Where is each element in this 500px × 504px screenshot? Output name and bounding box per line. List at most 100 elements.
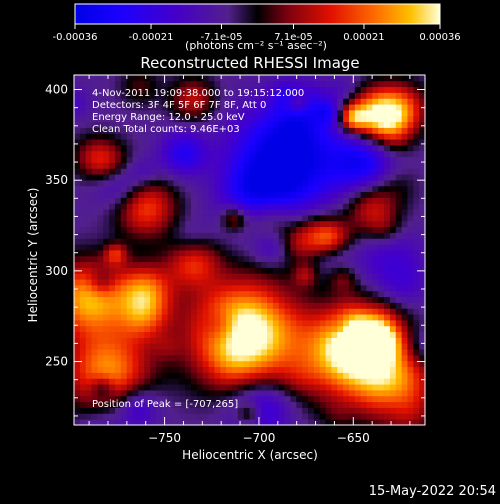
heatmap-cell — [331, 168, 338, 175]
heatmap-cell — [290, 191, 297, 198]
heatmap-cell — [343, 261, 350, 268]
heatmap-cell — [226, 110, 233, 117]
heatmap-cell — [372, 407, 379, 414]
heatmap-cell — [138, 355, 145, 362]
heatmap-cell — [85, 185, 92, 193]
heatmap-cell — [226, 261, 233, 268]
heatmap-cell — [407, 407, 414, 414]
heatmap-cell — [91, 150, 98, 158]
heatmap-cell — [401, 174, 408, 181]
heatmap-cell — [185, 98, 192, 105]
heatmap-cell — [161, 395, 168, 403]
heatmap-cell — [389, 407, 397, 414]
heatmap-cell — [308, 302, 315, 309]
heatmap-cell — [214, 337, 221, 344]
heatmap-cell — [161, 145, 168, 152]
heatmap-cell — [109, 285, 116, 292]
heatmap-cell — [366, 285, 373, 292]
heatmap-cell — [91, 419, 98, 426]
heatmap-cell — [179, 372, 186, 379]
heatmap-cell — [413, 115, 420, 123]
heatmap-cell — [401, 360, 408, 368]
heatmap-cell — [308, 185, 315, 193]
heatmap-cell — [196, 75, 204, 82]
heatmap-cell — [173, 98, 180, 105]
heatmap-cell — [91, 215, 98, 222]
heatmap-cell — [167, 215, 174, 222]
heatmap-cell — [267, 285, 274, 292]
heatmap-cell — [185, 191, 192, 198]
heatmap-cell — [173, 390, 180, 397]
heatmap-cell — [161, 314, 168, 321]
heatmap-cell — [325, 419, 332, 426]
heatmap-cell — [103, 331, 110, 338]
heatmap-cell — [202, 331, 209, 338]
heatmap-cell — [272, 331, 280, 338]
heatmap-cell — [302, 238, 309, 245]
heatmap-cell — [325, 343, 332, 350]
heatmap-cell — [202, 419, 209, 426]
heatmap-cell — [202, 384, 209, 391]
heatmap-cell — [313, 115, 321, 123]
heatmap-cell — [267, 168, 274, 175]
heatmap-cell — [120, 215, 128, 222]
heatmap-cell — [313, 343, 321, 350]
heatmap-cell — [120, 75, 128, 82]
heatmap-cell — [226, 75, 233, 82]
heatmap-cell — [155, 337, 163, 344]
heatmap-cell — [185, 238, 192, 245]
heatmap-cell — [132, 104, 139, 111]
heatmap-cell — [267, 226, 274, 233]
heatmap-cell — [155, 209, 163, 216]
heatmap-cell — [132, 331, 139, 338]
heatmap-cell — [155, 331, 163, 338]
heatmap-cell — [249, 238, 256, 245]
heatmap-cell — [378, 384, 385, 391]
heatmap-cell — [243, 314, 250, 321]
heatmap-cell — [138, 191, 145, 198]
heatmap-cell — [155, 372, 163, 379]
heatmap-cell — [419, 314, 426, 321]
heatmap-cell — [208, 139, 215, 146]
heatmap-cell — [401, 296, 408, 303]
heatmap-cell — [378, 390, 385, 397]
heatmap-cell — [226, 308, 233, 315]
heatmap-cell — [109, 185, 116, 193]
heatmap-cell — [109, 150, 116, 158]
heatmap-cell — [179, 255, 186, 263]
heatmap-cell — [272, 355, 280, 362]
heatmap-cell — [407, 320, 414, 327]
heatmap-cell — [97, 290, 104, 298]
heatmap-cell — [267, 121, 274, 128]
heatmap-cell — [337, 267, 344, 274]
heatmap-cell — [278, 75, 285, 82]
heatmap-cell — [231, 110, 239, 117]
heatmap-cell — [85, 139, 92, 146]
heatmap-cell — [161, 156, 168, 163]
heatmap-cell — [91, 92, 98, 99]
heatmap-cell — [220, 308, 227, 315]
heatmap-cell — [226, 238, 233, 245]
heatmap-cell — [132, 407, 139, 414]
heatmap-cell — [126, 98, 133, 105]
heatmap-cell — [85, 355, 92, 362]
heatmap-cell — [243, 191, 250, 198]
heatmap-cell — [150, 285, 157, 292]
heatmap-cell — [343, 395, 350, 403]
heatmap-cell — [343, 127, 350, 134]
heatmap-cell — [378, 372, 385, 379]
heatmap-cell — [366, 331, 373, 338]
heatmap-cell — [255, 98, 262, 105]
heatmap-cell — [185, 331, 192, 338]
heatmap-cell — [419, 355, 426, 362]
heatmap-cell — [161, 290, 168, 298]
heatmap-cell — [185, 302, 192, 309]
heatmap-cell — [208, 413, 215, 420]
heatmap-cell — [272, 267, 280, 274]
heatmap-cell — [249, 150, 256, 158]
heatmap-cell — [237, 320, 245, 327]
heatmap-cell — [401, 238, 408, 245]
heatmap-cell — [407, 86, 414, 93]
heatmap-cell — [255, 145, 262, 152]
heatmap-cell — [407, 150, 414, 158]
